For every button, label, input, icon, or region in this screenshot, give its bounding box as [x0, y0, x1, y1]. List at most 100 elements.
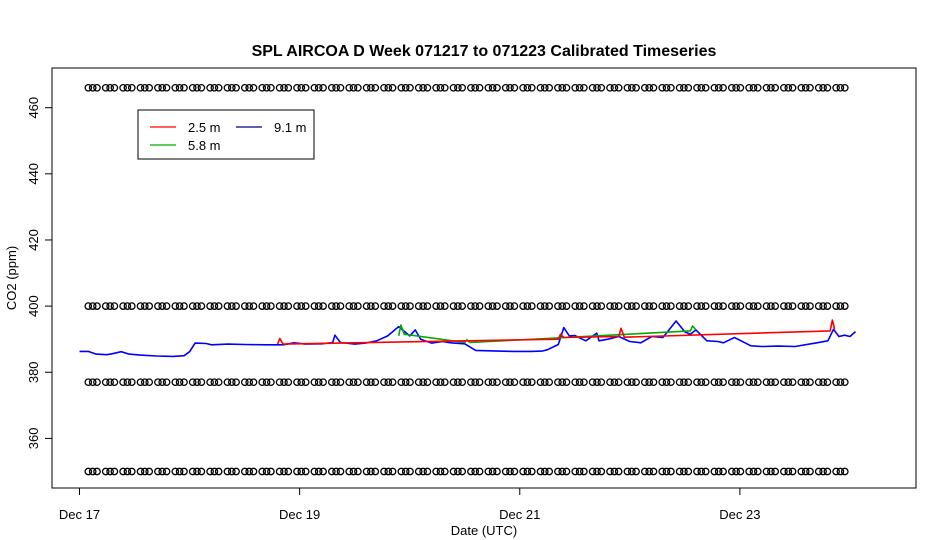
calibration-marker [475, 83, 484, 92]
calibration-marker [210, 83, 219, 92]
y-tick-label: 400 [26, 295, 41, 317]
calibration-marker [536, 378, 545, 387]
calibration-marker [388, 378, 397, 387]
calibration-marker [501, 83, 510, 92]
calibration-marker [354, 83, 362, 92]
y-axis: 360 380 400 420 440 460 [26, 97, 53, 449]
calibration-marker [101, 83, 110, 92]
calibration-marker [136, 302, 145, 310]
calibration-marker [658, 467, 667, 476]
calibration-marker [123, 302, 132, 310]
calibration-marker [693, 302, 701, 310]
calibration-marker [397, 378, 406, 387]
calibration-marker [832, 83, 840, 92]
calibration-marker [610, 467, 619, 476]
calibration-marker [88, 467, 97, 476]
calibration-marker [797, 378, 806, 387]
calibration-marker [749, 378, 758, 387]
calibration-marker [206, 302, 214, 310]
calibration-marker [180, 467, 188, 476]
calibration-marker [458, 83, 467, 92]
calibration-marker [836, 83, 845, 92]
calibration-marker [675, 83, 684, 92]
calibration-marker [493, 467, 501, 476]
calibration-marker [354, 302, 362, 310]
calibration-marker [640, 83, 649, 92]
calibration-marker [732, 467, 740, 476]
calibration-marker [249, 467, 258, 476]
calibration-marker [267, 378, 275, 387]
calibration-marker [193, 83, 201, 92]
calibration-marker [280, 83, 288, 92]
calibration-marker [658, 302, 667, 310]
calibration-marker [571, 467, 580, 476]
calibration-marker [206, 378, 214, 387]
calibration-marker [336, 378, 345, 387]
calibration-marker [349, 467, 358, 476]
calibration-marker [401, 467, 410, 476]
chart-title: SPL AIRCOA D Week 071217 to 071223 Calib… [252, 43, 717, 60]
calibration-marker [354, 378, 362, 387]
calibration-marker [645, 467, 654, 476]
calibration-marker [632, 83, 640, 92]
calibration-marker [558, 467, 567, 476]
calibration-marker [554, 467, 562, 476]
calibration-marker [784, 378, 793, 387]
calibration-marker [258, 467, 267, 476]
calibration-marker [710, 83, 719, 92]
calibration-marker [332, 83, 340, 92]
calibration-marker [362, 83, 371, 92]
calibration-marker [558, 83, 567, 92]
calibration-marker [197, 467, 206, 476]
legend-label: 9.1 m [274, 120, 307, 135]
calibration-marker [753, 378, 762, 387]
calibration-marker [506, 302, 514, 310]
calibration-marker [145, 302, 154, 310]
calibration-marker [214, 378, 223, 387]
calibration-marker [749, 467, 758, 476]
calibration-marker [162, 378, 171, 387]
calibration-marker [332, 302, 340, 310]
calibration-marker [380, 83, 388, 92]
calibration-marker [575, 83, 584, 92]
calibration-marker [454, 83, 462, 92]
calibration-marker [801, 302, 810, 310]
calibration-marker [440, 302, 449, 310]
calibration-marker [667, 83, 675, 92]
calibration-marker [371, 83, 380, 92]
calibration-marker [719, 302, 727, 310]
calibration-marker [523, 467, 532, 476]
calibration-marker [249, 302, 258, 310]
calibration-marker [632, 302, 640, 310]
calibration-marker [240, 83, 249, 92]
calibration-marker [623, 467, 632, 476]
calibration-marker [823, 83, 832, 92]
calibration-marker [327, 302, 336, 310]
calibration-marker [388, 83, 397, 92]
calibration-marker [93, 83, 101, 92]
calibration-marker [662, 83, 671, 92]
calibration-marker [610, 83, 619, 92]
legend-box [137, 109, 315, 160]
calibration-marker [527, 83, 536, 92]
calibration-marker [158, 83, 167, 92]
calibration-marker [293, 302, 301, 310]
y-tick-label: 440 [26, 163, 41, 185]
calibration-marker [106, 378, 114, 387]
calibration-marker [680, 467, 688, 476]
calibration-marker [119, 83, 127, 92]
calibration-marker [227, 302, 236, 310]
calibration-marker [675, 467, 684, 476]
calibration-marker [575, 302, 584, 310]
calibration-marker [558, 302, 567, 310]
calibration-marker [319, 467, 327, 476]
calibration-marker [367, 467, 375, 476]
calibration-marker [693, 467, 701, 476]
calibration-marker [745, 83, 753, 92]
calibration-marker [736, 378, 745, 387]
calibration-marker [832, 378, 840, 387]
calibration-marker [206, 467, 214, 476]
calibration-marker [223, 378, 232, 387]
calibration-marker [384, 302, 393, 310]
calibration-marker [645, 83, 654, 92]
